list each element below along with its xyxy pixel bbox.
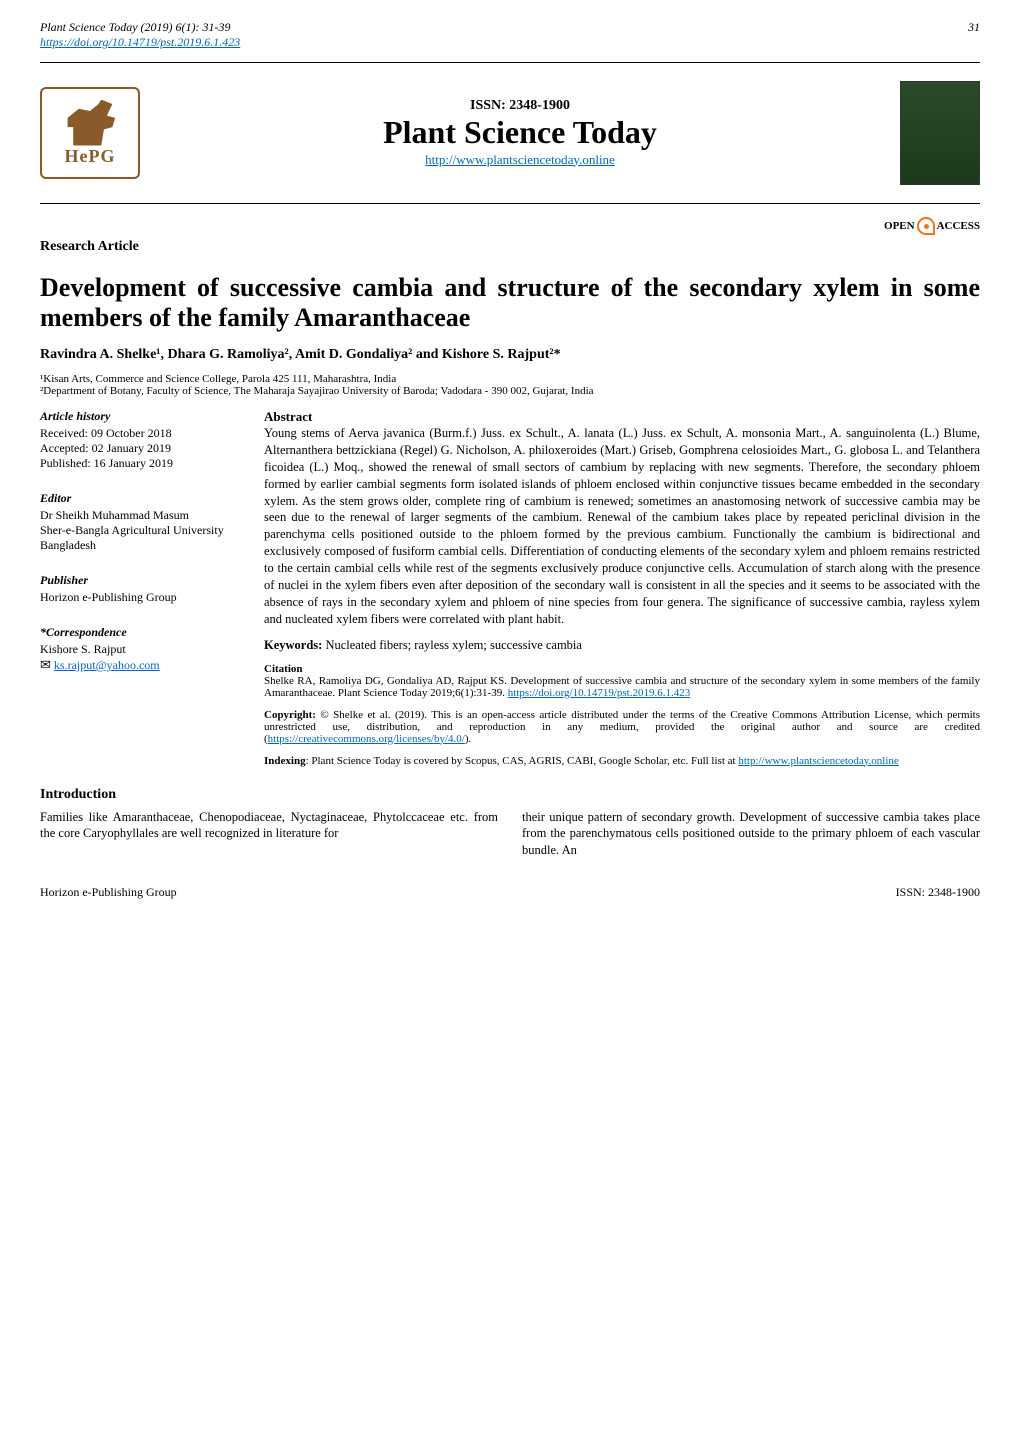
publisher-name: Horizon e-Publishing Group [40,590,240,605]
authors: Ravindra A. Shelke¹, Dhara G. Ramoliya²,… [40,347,980,363]
footer-right: ISSN: 2348-1900 [896,885,980,900]
oa-access: ACCESS [937,220,980,232]
journal-ref-vol: (2019) 6(1): 31-39 [138,20,231,34]
journal-ref-name: Plant Science Today [40,20,138,34]
publisher-title: Publisher [40,573,240,588]
journal-ref: Plant Science Today (2019) 6(1): 31-39 h… [40,20,240,50]
abstract-text: Young stems of Aerva javanica (Burm.f.) … [264,425,980,628]
editor-country: Bangladesh [40,538,240,553]
affiliation-1: ¹Kisan Arts, Commerce and Science Colleg… [40,373,980,385]
copyright-text-after: ). [465,733,471,745]
indexing-text: : Plant Science Today is covered by Scop… [306,755,739,767]
open-access-badge: OPEN ACCESS [884,217,980,235]
meta-right-column: Abstract Young stems of Aerva javanica (… [264,409,980,767]
footer-left: Horizon e-Publishing Group [40,885,177,900]
journal-title-block: ISSN: 2348-1900 Plant Science Today http… [140,98,900,169]
indexing-block: Indexing: Plant Science Today is covered… [264,755,980,767]
indexing-link[interactable]: http://www.plantsciencetoday.online [738,755,898,767]
publisher-logo: HePG [40,87,140,179]
citation-link[interactable]: https://doi.org/10.14719/pst.2019.6.1.42… [508,687,691,699]
cc-link[interactable]: https://creativecommons.org/licenses/by/… [268,733,465,745]
running-header: Plant Science Today (2019) 6(1): 31-39 h… [40,20,980,50]
introduction-section: Introduction Families like Amaranthaceae… [40,787,980,860]
copyright-block: Copyright: © Shelke et al. (2019). This … [264,709,980,745]
journal-name: Plant Science Today [140,114,900,151]
editor-title: Editor [40,491,240,506]
footer: Horizon e-Publishing Group ISSN: 2348-19… [40,885,980,900]
accepted-date: Accepted: 02 January 2019 [40,441,240,456]
introduction-heading: Introduction [40,787,980,803]
affiliation-2: ²Department of Botany, Faculty of Scienc… [40,385,980,397]
indexing-label: Indexing [264,755,306,767]
article-history-title: Article history [40,409,240,424]
received-date: Received: 09 October 2018 [40,426,240,441]
article-type: Research Article [40,239,980,255]
cover-thumbnail [900,81,980,185]
divider [40,203,980,204]
meta-grid: Article history Received: 09 October 201… [40,409,980,767]
doi-link[interactable]: https://doi.org/10.14719/pst.2019.6.1.42… [40,35,240,49]
published-date: Published: 16 January 2019 [40,456,240,471]
correspondence-email[interactable]: ks.rajput@yahoo.com [54,658,160,672]
correspondence-block: *Correspondence Kishore S. Rajput ✉ ks.r… [40,625,240,673]
editor-name: Dr Sheikh Muhammad Masum [40,508,240,523]
article-history-block: Article history Received: 09 October 201… [40,409,240,471]
citation-label: Citation [264,663,303,675]
keywords-label: Keywords: [264,638,322,652]
open-access-row: OPEN ACCESS [40,216,980,235]
intro-col-1: Families like Amaranthaceae, Chenopodiac… [40,809,498,860]
editor-block: Editor Dr Sheikh Muhammad Masum Sher-e-B… [40,491,240,553]
journal-header: HePG ISSN: 2348-1900 Plant Science Today… [40,75,980,191]
copyright-label: Copyright: [264,709,316,721]
correspondence-title: *Correspondence [40,625,240,640]
meta-left-column: Article history Received: 09 October 201… [40,409,240,767]
introduction-columns: Families like Amaranthaceae, Chenopodiac… [40,809,980,860]
oa-open: OPEN [884,220,915,232]
page-number: 31 [968,20,980,50]
article-title: Development of successive cambia and str… [40,273,980,333]
keywords: Keywords: Nucleated fibers; rayless xyle… [264,638,980,653]
publisher-block: Publisher Horizon e-Publishing Group [40,573,240,605]
divider [40,62,980,63]
issn-line: ISSN: 2348-1900 [140,98,900,114]
logo-text: HePG [65,146,116,167]
citation-block: Citation Shelke RA, Ramoliya DG, Gondali… [264,663,980,699]
editor-affil: Sher-e-Bangla Agricultural University [40,523,240,538]
keywords-text: Nucleated fibers; rayless xylem; success… [322,638,582,652]
open-access-icon [917,217,935,235]
abstract-heading: Abstract [264,409,980,425]
intro-col-2: their unique pattern of secondary growth… [522,809,980,860]
lion-icon [62,100,118,146]
journal-url[interactable]: http://www.plantsciencetoday.online [425,152,615,167]
envelope-icon: ✉ [40,657,51,672]
affiliations: ¹Kisan Arts, Commerce and Science Colleg… [40,373,980,397]
correspondence-name: Kishore S. Rajput [40,642,240,657]
